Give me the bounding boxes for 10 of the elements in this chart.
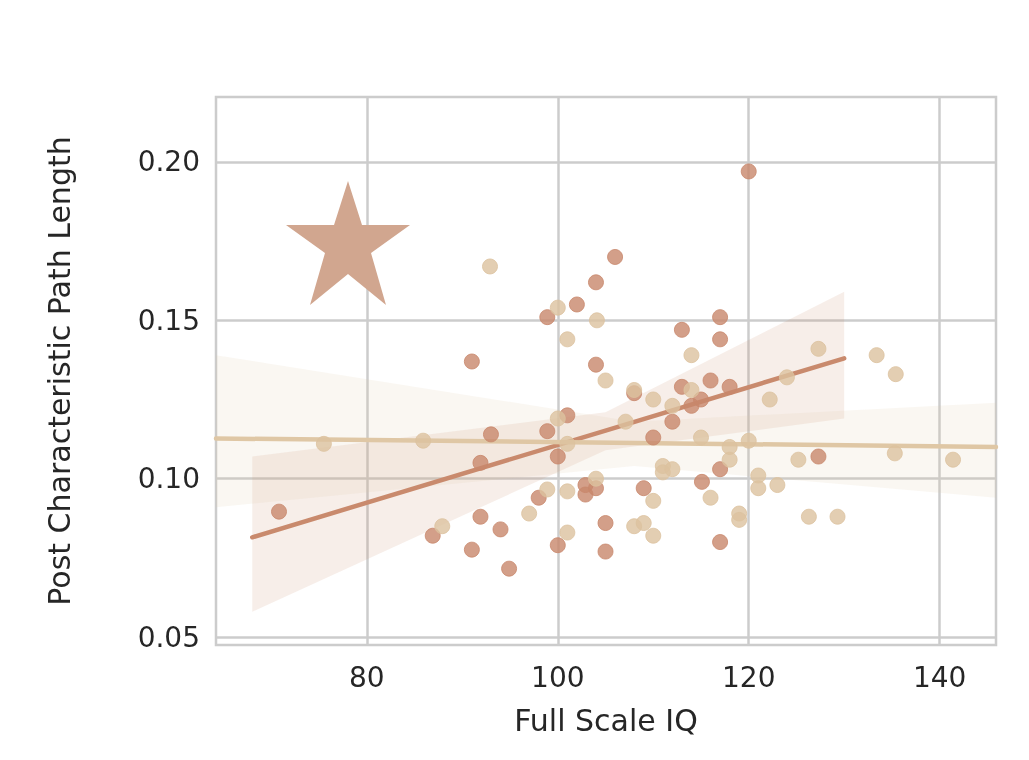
x-tick-label: 140 <box>912 660 967 694</box>
y-tick-label: 0.05 <box>137 620 200 654</box>
y-tick-label: 0.10 <box>137 462 200 496</box>
y-tick-label: 0.20 <box>137 145 200 179</box>
x-tick-label: 120 <box>722 660 776 694</box>
x-axis-title: Full Scale IQ <box>514 702 698 738</box>
y-tick-label: 0.15 <box>137 303 200 337</box>
x-tick-label: 100 <box>531 660 585 694</box>
y-axis-title: Post Characteristic Path Length <box>41 136 77 606</box>
x-tick-label: 80 <box>349 660 385 694</box>
